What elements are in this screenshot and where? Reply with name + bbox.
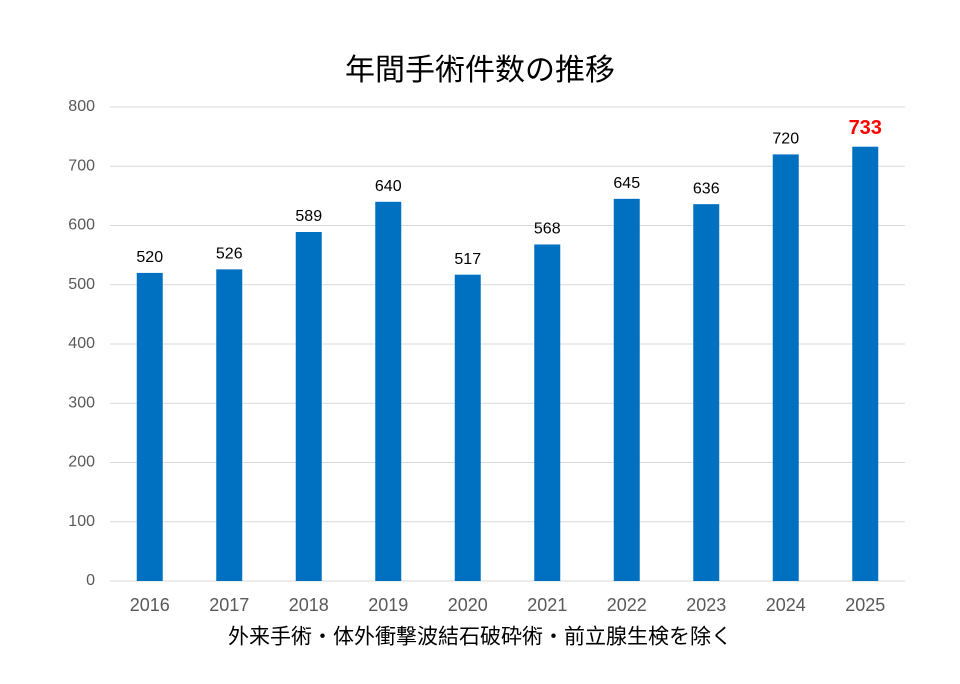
x-axis-label: 外来手術・体外衝撃波結石破砕術・前立腺生検を除く [228, 626, 732, 649]
y-tick-label: 0 [86, 572, 95, 589]
y-tick-label: 600 [68, 217, 95, 234]
value-label: 520 [136, 249, 163, 266]
bar [693, 204, 720, 582]
y-tick-label: 300 [68, 394, 95, 411]
bar [295, 232, 322, 581]
x-tick-label: 2025 [845, 595, 885, 615]
bar [534, 244, 561, 581]
value-label: 645 [613, 175, 640, 192]
bar [852, 146, 879, 581]
y-tick-label: 200 [68, 454, 95, 471]
x-tick-label: 2024 [766, 595, 806, 615]
x-tick-label: 2019 [368, 595, 408, 615]
y-tick-label: 700 [68, 157, 95, 174]
value-label: 733 [849, 117, 882, 139]
chart-title: 年間手術件数の推移 [345, 54, 615, 87]
x-tick-label: 2020 [448, 595, 488, 615]
value-label: 517 [454, 251, 481, 268]
y-tick-label: 400 [68, 335, 95, 352]
value-label: 589 [295, 208, 322, 225]
x-tick-label: 2017 [209, 595, 249, 615]
x-tick-label: 2016 [130, 595, 170, 615]
value-label: 640 [375, 178, 402, 195]
bar [375, 201, 402, 582]
x-tick-label: 2018 [289, 595, 329, 615]
x-tick-label: 2023 [686, 595, 726, 615]
bar [454, 274, 481, 581]
value-label: 568 [534, 221, 561, 238]
y-tick-label: 100 [68, 513, 95, 530]
bar [216, 269, 243, 581]
bar [613, 198, 640, 581]
x-tick-label: 2022 [607, 595, 647, 615]
value-label: 636 [693, 180, 720, 197]
value-label: 720 [772, 131, 799, 148]
y-tick-label: 800 [68, 98, 95, 115]
x-tick-label: 2021 [527, 595, 567, 615]
bar [136, 272, 163, 581]
y-tick-label: 500 [68, 276, 95, 293]
bar [772, 154, 799, 581]
value-label: 526 [216, 246, 243, 263]
